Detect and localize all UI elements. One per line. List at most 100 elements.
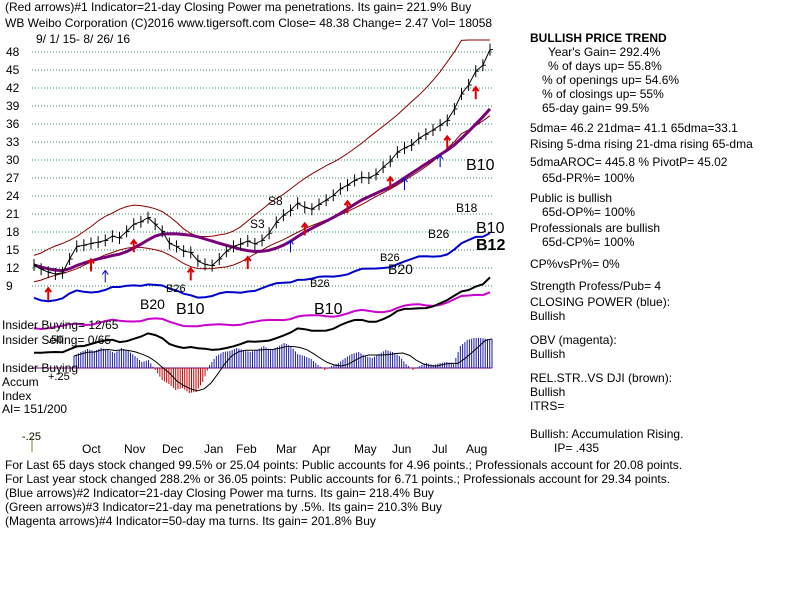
blue-arrow-head [101,269,109,275]
signal-label: B10 [176,301,205,318]
accum-title-2: Accum [2,375,39,389]
y-tick-label: 36 [6,117,20,131]
closing-power-status: Bullish [530,309,566,323]
price-bands [33,39,492,283]
closing-power-line [33,232,491,303]
y-axis-tick-labels: 48 45 42 39 36 33 30 27 24 21 18 15 12 9 [6,45,20,293]
trend-title: BULLISH PRICE TREND [530,31,667,45]
upper-band [33,39,490,256]
footer-magenta-arrows: (Magenta arrows)#4 Indicator=50-day ma t… [5,514,376,528]
red-arrow-head [243,255,252,262]
rel-strength-title: REL.STR..VS DJI (brown): [530,371,673,385]
ai-value: AI= 151/200 [2,402,68,416]
y-tick-label: 42 [6,81,20,95]
x-month-label: May [354,442,377,456]
y-tick-label: 39 [6,99,20,113]
red-arrow-head [386,175,395,182]
x-month-label: Apr [312,442,331,456]
accumulation-histogram: .50 +.25 -.25 [22,334,493,452]
price-line [33,49,491,275]
status-panel: BULLISH PRICE TREND Year's Gain= 292.4% … [530,31,798,455]
accum-tick-label: +.25 [48,371,70,383]
y-tick-label: 30 [6,153,20,167]
pr-value: 65d-PR%= 100% [542,171,635,185]
red-arrow-head [186,266,195,273]
accum-title-1: Insider Buying [2,361,79,375]
x-month-label: Nov [124,442,145,456]
blue-arrow-head [436,154,444,160]
pros-status: Professionals are bullish [530,221,661,235]
op-value: 65d-OP%= 100% [542,205,636,219]
rel-strength-status: Bullish [530,385,566,399]
accum-title-3: Index [2,389,32,403]
footer-blue-arrows: (Blue arrows)#2 Indicator=21-day Closing… [5,486,434,500]
closings-up: % of closings up= 55% [542,87,664,101]
signal-label: B10 [476,220,505,237]
rel-strength-line [33,276,491,354]
signal-label: S8 [268,194,283,208]
x-axis-month-labels: Oct Nov Dec Jan Feb Mar Apr May Jun Jul Aug [82,442,487,456]
red-arrow-head [471,85,480,92]
openings-up: % of openings up= 54.6% [542,73,680,87]
dma-values: 5dma= 46.2 21dma= 41.1 65dma=33.1 [530,121,738,135]
x-month-label: Jun [392,442,411,456]
x-month-label: Dec [162,442,183,456]
y-tick-label: 21 [6,207,20,221]
signal-label: B20 [140,296,165,312]
ip-value: IP= .435 [554,441,600,455]
x-month-label: Feb [236,442,257,456]
date-range: 9/ 1/ 15- 8/ 26/ 16 [36,32,131,46]
strength-ratio: Strength Profess/Pub= 4 [530,279,662,293]
rising-dma: Rising 5-dma rising 21-dma rising 65-dma [530,137,753,151]
red-arrow-head [343,199,352,206]
x-month-label: Mar [276,442,297,456]
cp-value: 65d-CP%= 100% [542,235,635,249]
accum-ma-line [73,338,493,392]
itrs-value: ITRS= [530,399,565,413]
y-tick-label: 9 [6,279,13,293]
years-gain: Year's Gain= 292.4% [548,45,661,59]
red-arrow-head [443,134,452,141]
indicator-lines [33,232,491,354]
x-month-label: Aug [466,442,487,456]
footer-65day: For Last 65 days stock changed 99.5% or … [5,458,683,472]
signal-label: B26 [380,252,400,264]
x-month-label: Jul [432,442,447,456]
red-arrow-head [300,221,309,228]
blue-arrow-head [287,239,294,245]
ma65-line [33,107,492,273]
red-arrow-head [87,257,95,264]
signal-label: B26 [428,227,450,241]
signal-label: S3 [250,217,265,231]
y-tick-label: 12 [6,261,20,275]
red-arrow-head [44,286,53,293]
accum-tick-label: -.25 [22,431,41,443]
footer-green-arrows: (Green arrows)#3 Indicator=21-day ma pen… [5,500,442,514]
signal-label: B10 [466,157,495,174]
insider-selling-label: Insider Selling= 0/65 [2,333,112,347]
days-up: % of days up= 55.8% [548,59,662,73]
accum-tick-label: .50 [48,334,63,346]
footer-year: For Last year stock changed 288.2% or 36… [5,472,671,486]
public-status: Public is bullish [530,191,613,205]
y-tick-label: 33 [6,135,20,149]
y-tick-label: 48 [6,45,20,59]
y-tick-label: 15 [6,243,20,257]
signal-label: B12 [476,237,505,254]
obv-title: OBV (magenta): [530,333,617,347]
y-tick-label: 45 [6,63,20,77]
blue-arrow-head [401,177,408,183]
cp-vs-pr: CP%vsPr%= 0% [530,257,620,271]
signal-label: B18 [456,201,478,215]
signal-label: B10 [314,301,343,318]
header-red-arrows: (Red arrows)#1 Indicator=21-day Closing … [5,0,472,14]
signal-label: B26 [310,278,330,290]
signal-label: B20 [388,261,413,277]
closing-power-title: CLOSING POWER (blue): [530,295,671,309]
x-month-label: Oct [82,442,101,456]
day65-gain: 65-day gain= 99.5% [542,101,650,115]
signal-label: B26 [166,283,186,295]
x-month-label: Jan [204,442,223,456]
insider-buying-label: Insider Buying= 12/65 [2,318,119,332]
